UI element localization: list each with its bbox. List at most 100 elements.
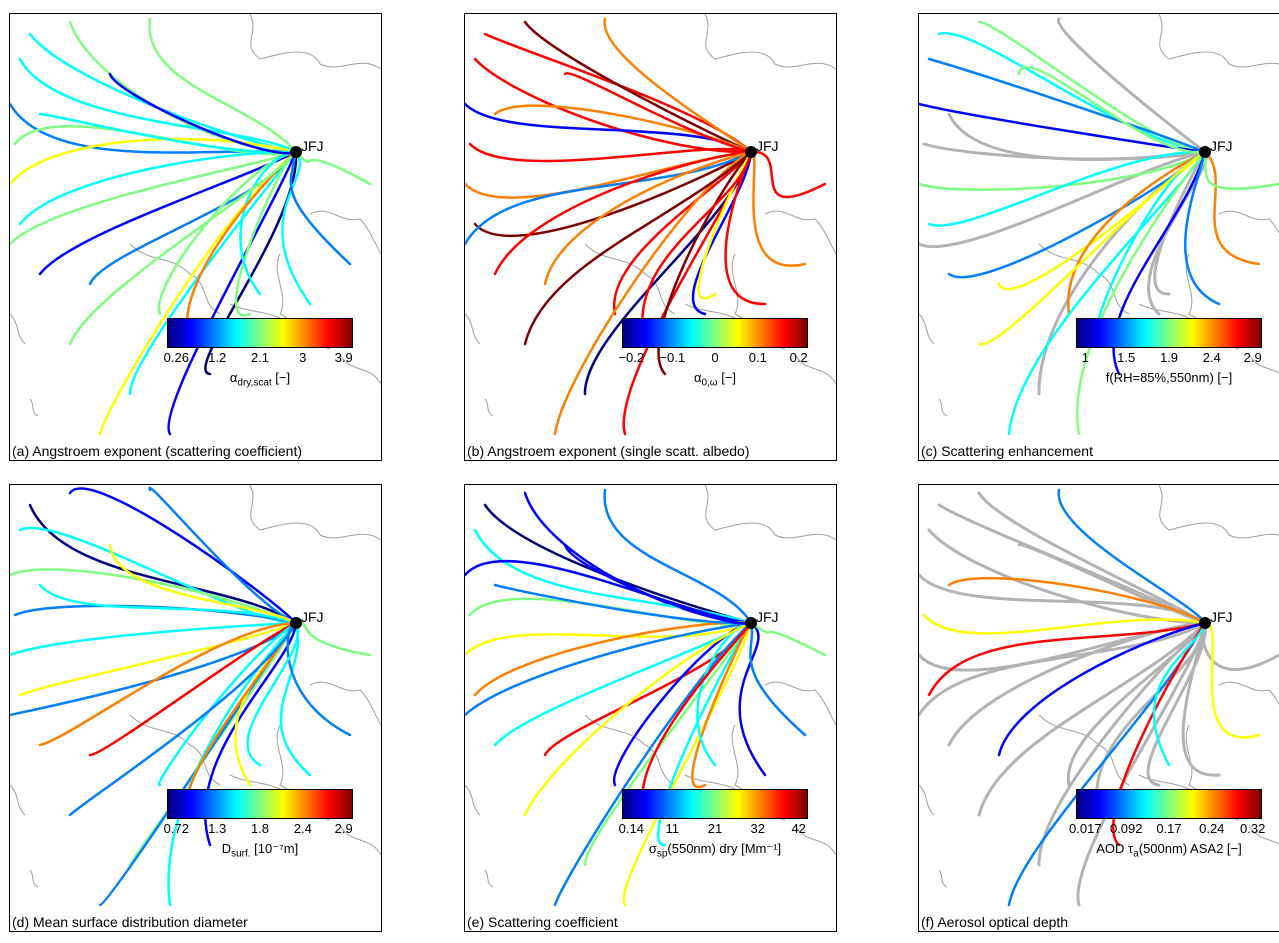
- trajectory-line: [977, 20, 1207, 154]
- station-label: JFJ: [756, 138, 779, 154]
- coastline: [1218, 681, 1279, 705]
- colorbar-label: f(RH=85%,550nm) [−]: [1076, 370, 1262, 385]
- colorbar-tick-label: 2.9: [334, 821, 353, 836]
- trajectory-line: [234, 150, 298, 317]
- colorbar-tick-label: 0.092: [1109, 821, 1143, 836]
- colorbar-tick-label: 0: [711, 350, 719, 365]
- trajectory-line: [246, 621, 300, 767]
- colorbar-ticks: 0.017 0.092 0.17 0.24 0.32: [1069, 821, 1265, 839]
- trajectory-line: [493, 104, 753, 154]
- label-suffix: [−]: [717, 370, 737, 385]
- coastline: [1158, 14, 1279, 68]
- station-label: JFJ: [1210, 138, 1233, 154]
- trajectory-line: [1017, 543, 1207, 625]
- trajectory-line: [281, 150, 312, 306]
- trajectory-line: [167, 150, 298, 436]
- trajectory-line: [468, 142, 753, 163]
- trajectory-line: [18, 621, 298, 697]
- panel-caption: (d) Mean surface distribution diameter: [12, 914, 248, 930]
- trajectory-line: [465, 621, 753, 657]
- trajectory-line: [927, 57, 1207, 154]
- coastline: [764, 210, 836, 255]
- trajectory-line: [38, 583, 298, 625]
- colorbar-gradient: [622, 318, 808, 348]
- trajectory-map: [919, 14, 1279, 436]
- colorbar-tick-label: 3.9: [334, 350, 353, 365]
- panel-caption: (f) Aerosol optical depth: [921, 914, 1069, 930]
- trajectory-line: [279, 621, 312, 777]
- trajectory-line: [148, 486, 298, 625]
- trajectory-line: [157, 621, 298, 787]
- label-suffix: [−]: [271, 370, 291, 385]
- colorbar-tick-label: 2.9: [1243, 350, 1262, 365]
- colorbar-gradient: [167, 789, 353, 819]
- station-marker: [745, 617, 757, 629]
- coastline: [704, 485, 836, 541]
- colorbar: −0.2 −0.1 0 0.1 0.2 α0,ω [−]: [618, 318, 808, 389]
- trajectory-line: [563, 543, 753, 625]
- trajectory-line: [167, 621, 298, 907]
- colorbar-tick-label: 0.14: [618, 821, 644, 836]
- colorbar-tick-label: 1.3: [208, 821, 227, 836]
- label-subscript: a: [1133, 848, 1139, 860]
- trajectory-line: [947, 112, 1207, 162]
- panel-caption: (c) Scattering enhancement: [921, 443, 1093, 459]
- colorbar-label: α0,ω [−]: [622, 370, 808, 389]
- trajectory-line: [493, 621, 753, 747]
- trajectory-line: [465, 559, 753, 625]
- station-marker: [290, 617, 302, 629]
- coastline: [938, 869, 948, 888]
- coastline: [1038, 714, 1130, 786]
- trajectory-line: [239, 150, 298, 296]
- trajectory-line: [88, 621, 298, 757]
- station-marker: [745, 146, 757, 158]
- map-panel-a: JFJ 0.26 1.2 2.1 3 3.9 αdry,scat [−] (a) Angstr…: [9, 13, 382, 461]
- colorbar-label: αdry,scat [−]: [167, 370, 353, 389]
- colorbar-gradient: [167, 318, 353, 348]
- trajectory-line: [68, 487, 298, 625]
- colorbar-tick-label: 1.5: [1117, 350, 1136, 365]
- map-panel-e: JFJ 0.14 11 21 32 42 σsp(550nm) dry [Mm⁻¹] (e) …: [464, 484, 837, 932]
- panel-caption: (b) Angstroem exponent (single scatt. al…: [467, 443, 750, 459]
- trajectory-line: [553, 150, 753, 436]
- trajectory-line: [947, 576, 1207, 625]
- trajectory-line: [1017, 65, 1207, 154]
- trajectory-line: [1095, 621, 1207, 817]
- label-subscript: dry,scat: [237, 377, 272, 389]
- trajectory-line: [997, 621, 1207, 757]
- trajectory-line: [937, 31, 1207, 154]
- trajectory-line: [749, 621, 807, 737]
- colorbar-label: Dsurf. [10⁻⁷m]: [167, 841, 353, 860]
- trajectory-line: [922, 613, 1207, 635]
- trajectory-line: [563, 72, 753, 154]
- trajectory-line: [523, 20, 753, 154]
- map-panel-b: JFJ −0.2 −0.1 0 0.1 0.2 α0,ω [−] (b) Angstroem …: [464, 13, 837, 461]
- colorbar-tick-label: 1.9: [1159, 350, 1179, 365]
- colorbar-ticks: 0.26 1.2 2.1 3 3.9: [164, 350, 353, 368]
- colorbar-gradient: [1076, 318, 1262, 348]
- colorbar: 0.017 0.092 0.17 0.24 0.32 AOD τa(500nm) ASA2…: [1069, 789, 1265, 860]
- coastline: [309, 210, 381, 255]
- station-marker: [1199, 146, 1211, 158]
- colorbar: 1 1.5 1.9 2.4 2.9 f(RH=85%,550nm) [−]: [1076, 318, 1262, 385]
- colorbar-tick-label: 3: [299, 350, 307, 365]
- colorbar-ticks: −0.2 −0.1 0 0.1 0.2: [618, 350, 808, 368]
- colorbar-ticks: 1 1.5 1.9 2.4 2.9: [1076, 350, 1262, 368]
- coastline: [465, 313, 481, 345]
- trajectory-line: [947, 621, 1207, 747]
- coastline: [1158, 485, 1279, 539]
- trajectory-line: [919, 150, 1207, 249]
- colorbar-ticks: 0.72 1.3 1.8 2.4 2.9: [164, 821, 353, 839]
- trajectory-line: [294, 621, 372, 657]
- trajectory-map: [465, 485, 836, 907]
- station-label: JFJ: [1210, 609, 1233, 625]
- trajectory-line: [18, 57, 298, 154]
- colorbar-tick-label: 0.017: [1069, 821, 1102, 836]
- trajectory-line: [553, 621, 753, 907]
- trajectory-map: [10, 14, 381, 436]
- label-subscript: surf.: [231, 848, 251, 860]
- label-suffix: (550nm) dry [Mm⁻¹]: [667, 841, 782, 856]
- trajectory-line: [1203, 150, 1279, 190]
- coastline: [249, 485, 381, 541]
- coastline: [129, 243, 221, 315]
